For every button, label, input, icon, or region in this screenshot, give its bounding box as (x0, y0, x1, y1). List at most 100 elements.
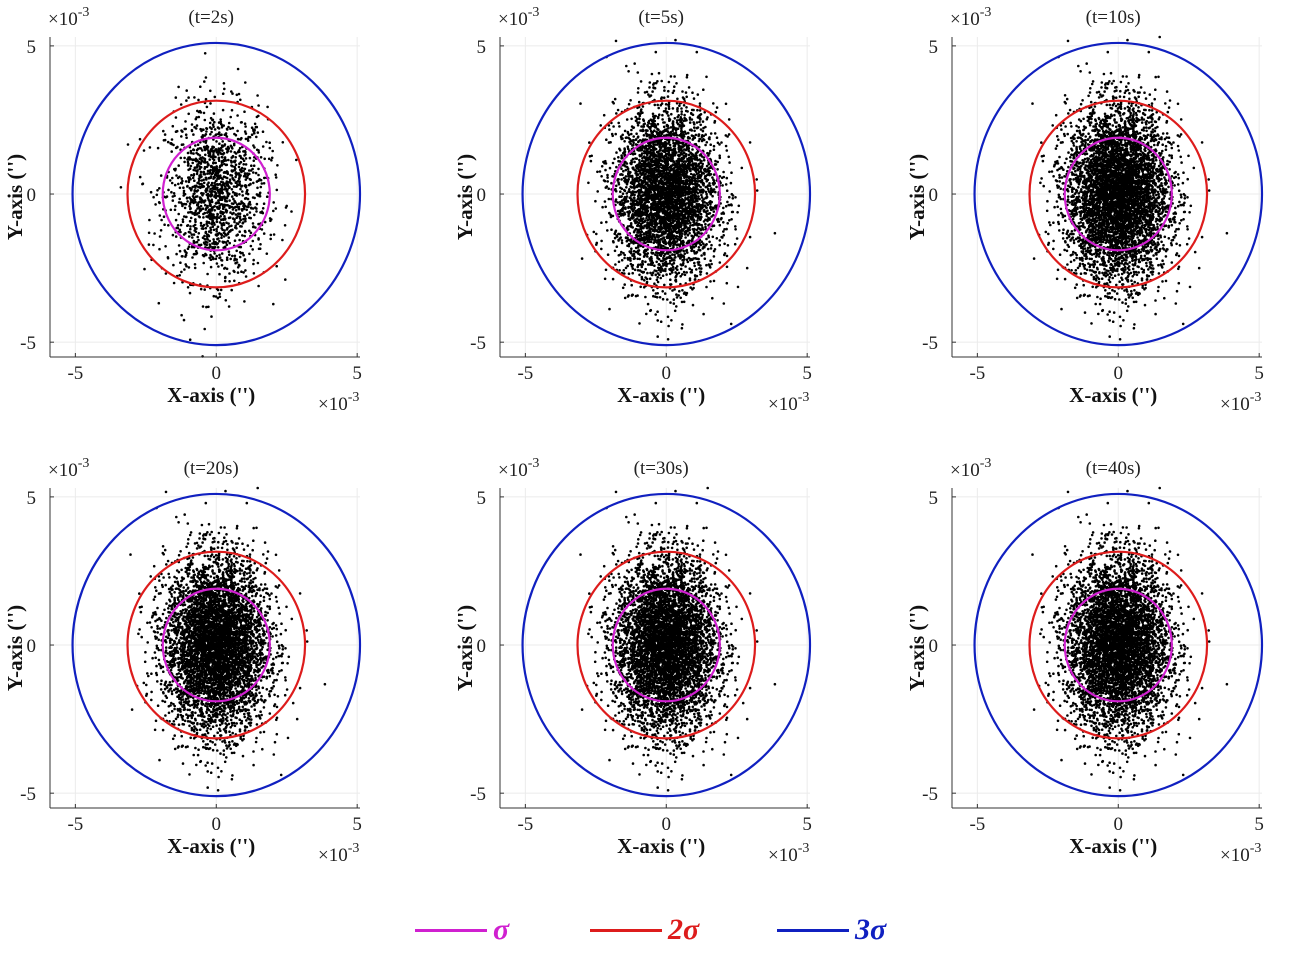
x-tick-label: 0 (1114, 814, 1124, 835)
sigma-circle-2 (576, 99, 757, 289)
panel-title: (t=40s) (1086, 458, 1141, 479)
y-tick-label: -5 (20, 784, 36, 805)
x-tick-label: 0 (212, 814, 222, 835)
x-axis-label: X-axis ('') (167, 383, 255, 407)
chart-panel-1: -5 0 5 -5 0 5 (t=2s) ×10-3 ×10-3 X-axis ('') Y-axi… (3, 5, 362, 415)
panel-title: (t=2s) (188, 7, 234, 28)
legend-line-2sigma (590, 928, 662, 932)
legend-line-sigma (415, 928, 487, 932)
y-exponent-label: ×10-3 (48, 456, 89, 481)
legend: σ 2σ 3σ (0, 910, 1292, 950)
y-tick-label: 5 (929, 37, 939, 58)
x-tick-label: 5 (352, 814, 362, 835)
panel-title: (t=10s) (1086, 7, 1141, 28)
sigma-circle-3 (521, 492, 812, 798)
y-exponent-label: ×10-3 (950, 456, 991, 481)
y-axis-label: Y-axis ('') (453, 605, 477, 691)
y-tick-label: -5 (470, 784, 486, 805)
x-exponent-label: ×10-3 (318, 841, 359, 866)
y-axis-label: Y-axis ('') (3, 154, 27, 240)
scatter-points (1031, 35, 1229, 341)
panel-title: (t=5s) (638, 7, 684, 28)
sigma-circle-2 (126, 550, 307, 740)
x-axis-label: X-axis ('') (1069, 834, 1157, 858)
scatter-points (1031, 486, 1229, 792)
x-tick-label: 5 (802, 814, 812, 835)
y-tick-label: 5 (27, 37, 37, 58)
sigma-circle-2 (1028, 550, 1209, 740)
y-tick-label: 5 (27, 488, 37, 509)
sigma-circle-1 (1063, 587, 1173, 703)
x-tick-label: -5 (969, 363, 985, 384)
sigma-circle-2 (576, 550, 757, 740)
sigma-circle-1 (161, 136, 271, 252)
sigma-circle-1 (611, 587, 721, 703)
panel-title: (t=20s) (184, 458, 239, 479)
legend-item-2sigma: 2σ (590, 910, 699, 950)
y-exponent-label: ×10-3 (498, 456, 539, 481)
chart-panel-6: -5 0 5 -5 0 5 (t=40s) ×10-3 ×10-3 X-axis ('') Y-ax… (905, 456, 1264, 866)
y-tick-label: 5 (929, 488, 939, 509)
y-axis-label: Y-axis ('') (905, 605, 929, 691)
x-tick-label: -5 (517, 814, 533, 835)
chart-panel-2: -5 0 5 -5 0 5 (t=5s) ×10-3 ×10-3 X-axis ('') Y-axi… (453, 5, 812, 415)
y-axis-label: Y-axis ('') (905, 154, 929, 240)
y-tick-label: 5 (477, 37, 487, 58)
sigma-circle-3 (973, 41, 1264, 347)
y-tick-label: 0 (477, 636, 487, 657)
y-exponent-label: ×10-3 (498, 5, 539, 30)
scatter-points (129, 486, 327, 792)
y-exponent-label: ×10-3 (950, 5, 991, 30)
sigma-circle-2 (126, 99, 307, 289)
y-tick-label: -5 (922, 784, 938, 805)
y-tick-label: -5 (470, 333, 486, 354)
x-exponent-label: ×10-3 (1220, 390, 1261, 415)
legend-label-2sigma: 2σ (668, 913, 700, 946)
y-axis-label: Y-axis ('') (453, 154, 477, 240)
x-tick-label: -5 (969, 814, 985, 835)
legend-item-sigma: σ (415, 910, 509, 950)
sigma-circle-3 (973, 492, 1264, 798)
legend-label-sigma: σ (493, 913, 510, 946)
x-tick-label: 0 (1114, 363, 1124, 384)
sigma-circle-1 (161, 587, 271, 703)
chart-panel-5: -5 0 5 -5 0 5 (t=30s) ×10-3 ×10-3 X-axis ('') Y-ax… (453, 456, 812, 866)
x-tick-label: 0 (212, 363, 222, 384)
y-tick-label: 5 (477, 488, 487, 509)
sigma-circle-3 (71, 492, 362, 798)
x-tick-label: -5 (67, 363, 83, 384)
y-tick-label: 0 (27, 185, 37, 206)
x-exponent-label: ×10-3 (768, 390, 809, 415)
chart-panel-4: -5 0 5 -5 0 5 (t=20s) ×10-3 ×10-3 X-axis ('') Y-ax… (3, 456, 362, 866)
y-tick-label: -5 (922, 333, 938, 354)
x-tick-label: 0 (662, 363, 672, 384)
y-tick-label: -5 (20, 333, 36, 354)
chart-panel-3: -5 0 5 -5 0 5 (t=10s) ×10-3 ×10-3 X-axis ('') Y-ax… (905, 5, 1264, 415)
y-tick-label: 0 (477, 185, 487, 206)
scatter-points (119, 52, 298, 358)
sigma-circle-2 (1028, 99, 1209, 289)
x-tick-label: 5 (802, 363, 812, 384)
scatter-points (579, 486, 777, 792)
x-exponent-label: ×10-3 (768, 841, 809, 866)
legend-label-3sigma: 3σ (855, 913, 887, 946)
y-exponent-label: ×10-3 (48, 5, 89, 30)
scatter-points (579, 38, 777, 341)
x-tick-label: 5 (1254, 814, 1264, 835)
legend-line-3sigma (777, 928, 849, 932)
sigma-circle-1 (611, 136, 721, 252)
x-exponent-label: ×10-3 (318, 390, 359, 415)
y-tick-label: 0 (929, 185, 939, 206)
y-axis-label: Y-axis ('') (3, 605, 27, 691)
x-tick-label: 0 (662, 814, 672, 835)
sigma-circle-3 (71, 41, 362, 347)
sigma-circle-3 (521, 41, 812, 347)
x-tick-label: 5 (352, 363, 362, 384)
x-axis-label: X-axis ('') (617, 383, 705, 407)
x-axis-label: X-axis ('') (167, 834, 255, 858)
x-tick-label: -5 (67, 814, 83, 835)
x-axis-label: X-axis ('') (1069, 383, 1157, 407)
y-tick-label: 0 (27, 636, 37, 657)
legend-item-3sigma: 3σ (777, 910, 886, 950)
